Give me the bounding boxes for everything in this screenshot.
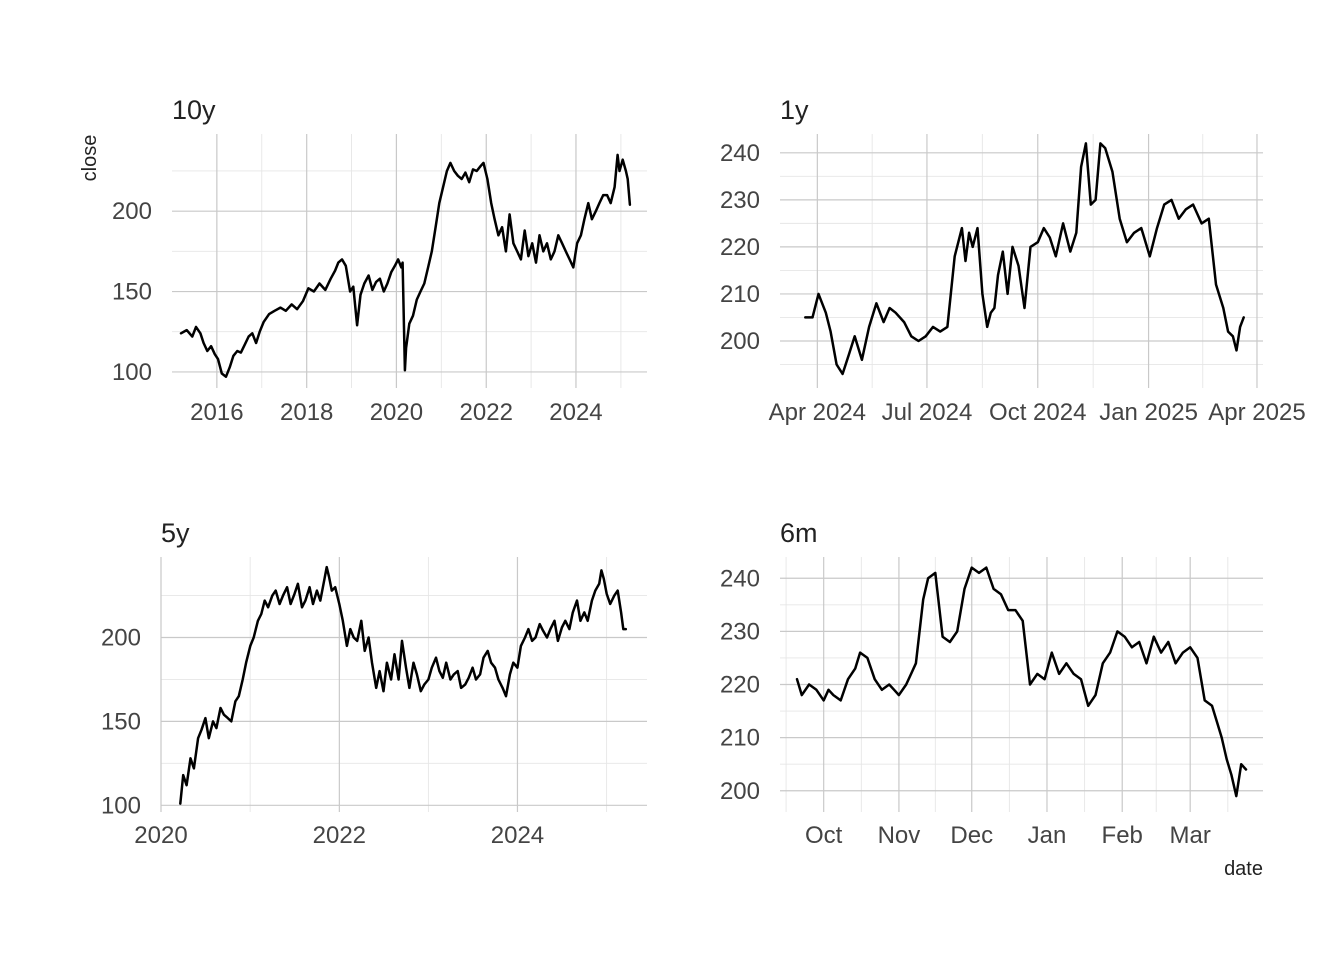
x-tick-label: Mar	[1170, 822, 1211, 849]
panel-title: 5y	[161, 518, 190, 548]
x-tick-label: Nov	[878, 822, 921, 849]
series-line	[179, 153, 632, 378]
x-tick-label: Oct 2024	[989, 399, 1086, 426]
y-tick-label: 220	[720, 234, 760, 261]
x-tick-label: 2020	[370, 399, 423, 426]
x-tick-label: 2024	[491, 822, 544, 849]
panel-title: 10y	[172, 95, 216, 125]
y-tick-label: 240	[720, 565, 760, 592]
y-tick-label: 230	[720, 618, 760, 645]
y-tick-label: 200	[720, 328, 760, 355]
y-tick-label: 150	[112, 279, 152, 306]
series-line	[179, 565, 628, 805]
y-tick-label: 100	[112, 359, 152, 386]
x-tick-label: Dec	[950, 822, 993, 849]
x-tick-label: Jan	[1028, 822, 1067, 849]
panel-10y: 100 150 200 2016 2018 2020 2022 2024 10y	[112, 95, 647, 426]
y-tick-label: 200	[720, 778, 760, 805]
y-tick-label: 100	[101, 792, 141, 819]
x-tick-label: Oct	[805, 822, 843, 849]
y-tick-label: 240	[720, 140, 760, 167]
x-tick-label: 2022	[460, 399, 513, 426]
panel-5y: 100 150 200 2020 2022 2024 5y	[101, 518, 647, 849]
x-tick-label: Feb	[1102, 822, 1143, 849]
x-tick-label: Jan 2025	[1099, 399, 1198, 426]
y-tick-label: 210	[720, 725, 760, 752]
x-tick-label: 2020	[134, 822, 187, 849]
panel-6m: 200 210 220 230 240 Oct Nov Dec Jan Feb Mar 6m	[720, 518, 1263, 849]
x-tick-label: 2022	[313, 822, 366, 849]
y-tick-label: 150	[101, 708, 141, 735]
y-axis-label: close	[79, 135, 101, 182]
x-tick-label: 2016	[190, 399, 243, 426]
y-tick-label: 210	[720, 281, 760, 308]
series-line	[804, 142, 1245, 376]
x-axis-label: date	[1224, 858, 1263, 880]
panel-title: 1y	[780, 95, 809, 125]
y-tick-label: 230	[720, 187, 760, 214]
x-tick-label: 2018	[280, 399, 333, 426]
panel-title: 6m	[780, 518, 818, 548]
x-tick-label: Jul 2024	[882, 399, 973, 426]
x-tick-label: Apr 2025	[1208, 399, 1305, 426]
y-tick-label: 200	[101, 625, 141, 652]
y-tick-label: 200	[112, 198, 152, 225]
y-tick-label: 220	[720, 672, 760, 699]
series-line	[795, 566, 1248, 798]
x-tick-label: 2024	[549, 399, 602, 426]
x-tick-label: Apr 2024	[769, 399, 866, 426]
panel-1y: 200 210 220 230 240 Apr 2024 Jul 2024 Oct 2024 J…	[720, 95, 1306, 426]
